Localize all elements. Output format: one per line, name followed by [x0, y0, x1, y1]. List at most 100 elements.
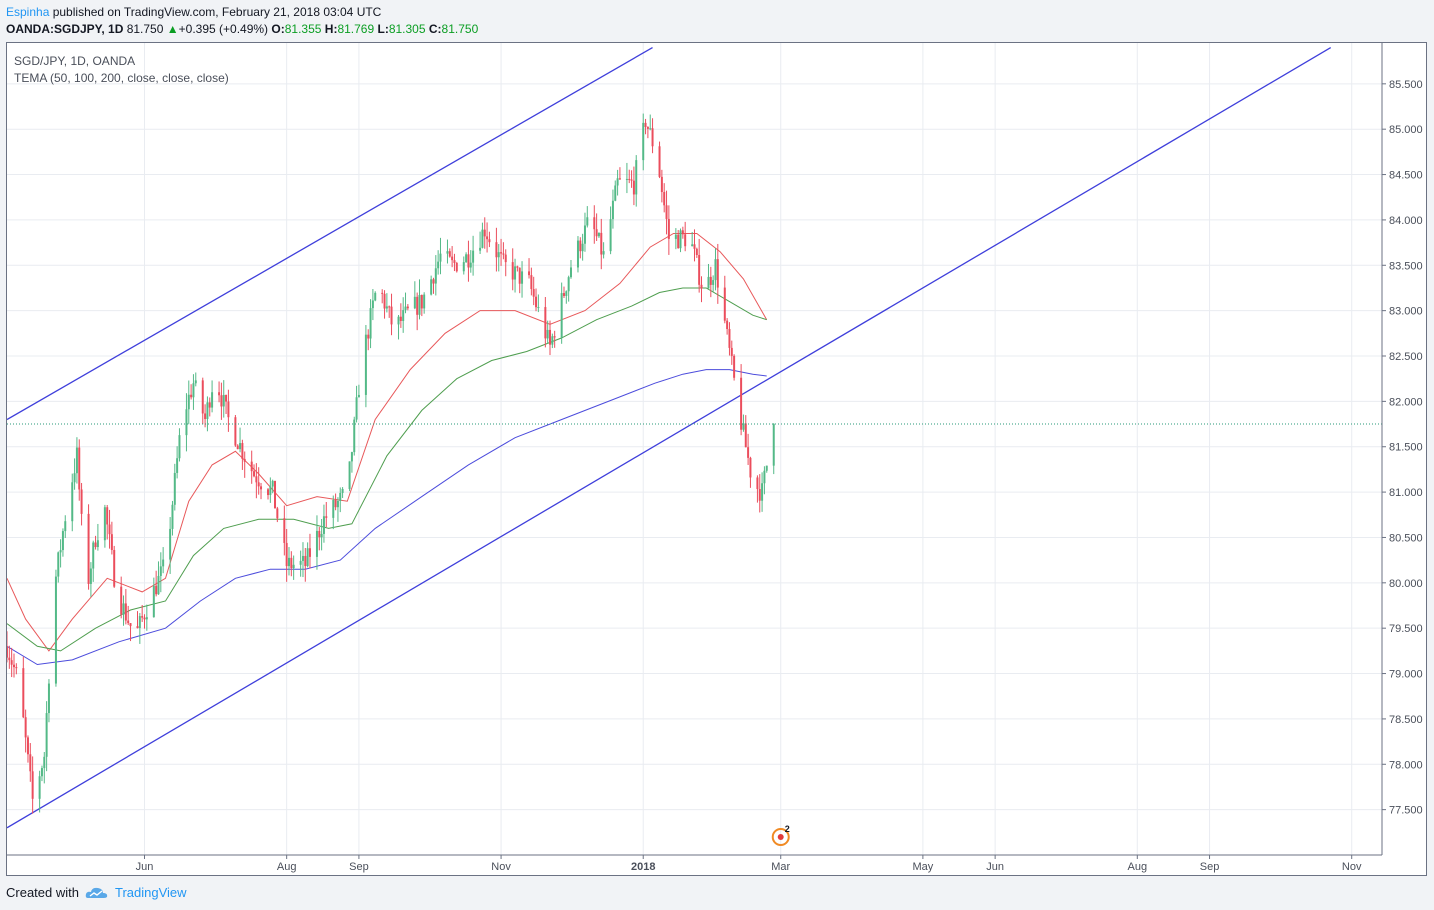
candle-body	[176, 458, 179, 473]
last-price: 81.750	[126, 22, 164, 36]
candle-body	[579, 240, 582, 252]
up-arrow-icon: ▲	[166, 22, 179, 36]
candle-body	[178, 435, 181, 459]
candle-body	[667, 218, 670, 239]
candle-body	[600, 232, 603, 255]
candle-body	[157, 575, 160, 595]
candle-body	[665, 205, 668, 219]
candle-body	[740, 377, 743, 430]
y-tick-label: 82.500	[1389, 351, 1423, 363]
candle-body	[565, 291, 568, 296]
candle-body	[145, 617, 148, 620]
candle-body	[532, 289, 535, 297]
y-tick-label: 79.000	[1389, 669, 1423, 681]
legend-indicator: TEMA (50, 100, 200, close, close, close)	[14, 71, 229, 85]
candle-body	[304, 555, 307, 567]
footer: Created with TradingView	[6, 885, 187, 900]
candle-body	[241, 443, 244, 459]
candle-body	[535, 296, 538, 308]
candle-body	[500, 252, 503, 254]
candle-body	[663, 192, 666, 206]
candle-body	[383, 293, 386, 309]
candle-body	[418, 294, 421, 315]
candle-body	[502, 253, 505, 255]
candle-body	[103, 507, 106, 541]
candle-body	[250, 461, 253, 472]
candle-body	[141, 616, 144, 618]
candle-body	[371, 300, 374, 309]
tema-line	[7, 233, 768, 652]
x-tick-label: Aug	[1128, 861, 1148, 873]
candle-body	[530, 275, 533, 290]
candle-body	[709, 276, 712, 285]
author-link[interactable]: Espinha	[6, 5, 50, 19]
chart-legend: SGD/JPY, 1D, OANDA TEMA (50, 100, 200, c…	[14, 53, 229, 87]
x-tick-label: May	[912, 861, 933, 873]
candle-body	[10, 660, 13, 665]
candle-body	[399, 316, 402, 321]
candle-body	[57, 552, 60, 577]
candle-body	[486, 236, 489, 240]
candle-body	[693, 244, 696, 249]
candle-body	[716, 259, 719, 288]
candle-body	[644, 122, 647, 127]
candle-body	[374, 292, 377, 301]
legend-title: SGD/JPY, 1D, OANDA	[14, 54, 136, 68]
y-tick-label: 83.000	[1389, 306, 1423, 318]
candle-body	[469, 262, 472, 268]
candle-body	[744, 423, 747, 448]
candle-body	[169, 528, 172, 560]
tradingview-cloud-icon	[85, 887, 108, 898]
event-marker-dot	[777, 834, 784, 840]
y-tick-label: 78.500	[1389, 714, 1423, 726]
candle-body	[162, 559, 165, 567]
candle-body	[761, 483, 764, 501]
y-tick-label: 83.500	[1389, 260, 1423, 272]
candle-body	[201, 380, 204, 414]
candle-body	[630, 179, 633, 181]
candle-body	[290, 557, 293, 569]
candle-body	[730, 347, 733, 356]
candle-body	[308, 548, 311, 557]
candle-body	[64, 521, 67, 532]
candle-body	[728, 329, 731, 348]
candle-body	[187, 394, 190, 410]
candle-body	[434, 268, 437, 284]
candle-body	[467, 254, 470, 268]
y-tick-label: 85.500	[1389, 79, 1423, 91]
candle-body	[122, 603, 125, 615]
tradingview-link[interactable]: TradingView	[114, 885, 187, 900]
candle-body	[350, 452, 353, 462]
candle-body	[551, 336, 554, 345]
candle-body	[8, 657, 11, 661]
candle-body	[726, 320, 729, 330]
candle-body	[192, 383, 195, 398]
candle-body	[649, 128, 652, 130]
candle-body	[353, 419, 356, 453]
tema-line	[7, 369, 767, 666]
candle-body	[206, 402, 209, 420]
candle-body	[253, 471, 256, 477]
candle-body	[260, 486, 263, 490]
candle-body	[47, 683, 50, 714]
candle-body	[453, 260, 456, 263]
candle-body	[318, 530, 321, 538]
candle-body	[618, 178, 621, 180]
candle-body	[159, 566, 162, 576]
candle-body	[73, 473, 76, 483]
candle-body	[26, 737, 29, 755]
x-tick-label: Aug	[277, 861, 297, 873]
x-tick-label: Jun	[986, 861, 1004, 873]
y-tick-label: 81.500	[1389, 442, 1423, 454]
candle-body	[225, 394, 228, 402]
candle-body	[38, 776, 41, 799]
candle-body	[369, 308, 372, 339]
candle-body	[569, 267, 572, 278]
candle-body	[222, 394, 225, 407]
candle-body	[355, 397, 358, 420]
candle-body	[614, 185, 617, 201]
candle-body	[59, 550, 62, 553]
close-label: C:	[428, 22, 442, 36]
candle-body	[549, 329, 552, 345]
